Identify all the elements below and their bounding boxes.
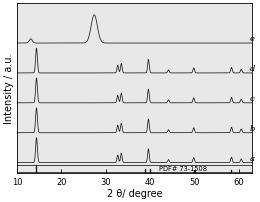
Text: PDF# 73-1508: PDF# 73-1508 <box>159 165 207 171</box>
Y-axis label: Intensity / a.u.: Intensity / a.u. <box>4 53 14 123</box>
X-axis label: 2 θ/ degree: 2 θ/ degree <box>107 188 162 198</box>
Text: e: e <box>250 35 255 43</box>
Text: b: b <box>250 124 256 132</box>
Text: a: a <box>250 154 255 162</box>
Text: c: c <box>250 95 255 102</box>
Text: d: d <box>250 65 256 73</box>
